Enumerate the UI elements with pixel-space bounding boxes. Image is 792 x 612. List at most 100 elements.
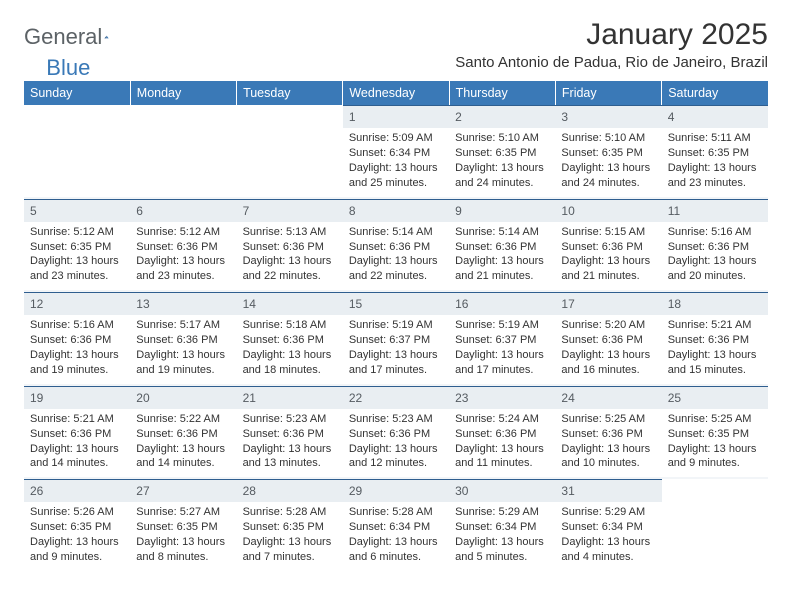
calendar-cell: 10Sunrise: 5:15 AMSunset: 6:36 PMDayligh… xyxy=(555,198,661,292)
weekday-header: Tuesday xyxy=(237,81,343,105)
calendar-cell: 15Sunrise: 5:19 AMSunset: 6:37 PMDayligh… xyxy=(343,291,449,385)
daylight2-text: and 24 minutes. xyxy=(561,176,655,191)
daylight1-text: Daylight: 13 hours xyxy=(349,348,443,363)
calendar-cell: 21Sunrise: 5:23 AMSunset: 6:36 PMDayligh… xyxy=(237,385,343,479)
calendar-cell: 31Sunrise: 5:29 AMSunset: 6:34 PMDayligh… xyxy=(555,478,661,571)
day-number: 25 xyxy=(662,386,768,409)
sunset-text: Sunset: 6:34 PM xyxy=(349,146,443,161)
day-number: 9 xyxy=(449,199,555,222)
daylight1-text: Daylight: 13 hours xyxy=(136,442,230,457)
calendar-cell xyxy=(130,105,236,198)
calendar-cell: 19Sunrise: 5:21 AMSunset: 6:36 PMDayligh… xyxy=(24,385,130,479)
daylight1-text: Daylight: 13 hours xyxy=(349,442,443,457)
day-number: 7 xyxy=(237,199,343,222)
sunset-text: Sunset: 6:35 PM xyxy=(243,520,337,535)
daylight1-text: Daylight: 13 hours xyxy=(455,442,549,457)
day-number: 22 xyxy=(343,386,449,409)
day-number: 18 xyxy=(662,292,768,315)
calendar-week-row: 26Sunrise: 5:26 AMSunset: 6:35 PMDayligh… xyxy=(24,478,768,571)
calendar-cell: 9Sunrise: 5:14 AMSunset: 6:36 PMDaylight… xyxy=(449,198,555,292)
daylight2-text: and 24 minutes. xyxy=(455,176,549,191)
sunset-text: Sunset: 6:36 PM xyxy=(243,427,337,442)
sunrise-text: Sunrise: 5:19 AM xyxy=(455,318,549,333)
sunrise-text: Sunrise: 5:14 AM xyxy=(455,225,549,240)
daylight1-text: Daylight: 13 hours xyxy=(455,161,549,176)
sunrise-text: Sunrise: 5:23 AM xyxy=(243,412,337,427)
daylight1-text: Daylight: 13 hours xyxy=(30,535,124,550)
sunrise-text: Sunrise: 5:16 AM xyxy=(668,225,762,240)
calendar-cell: 17Sunrise: 5:20 AMSunset: 6:36 PMDayligh… xyxy=(555,291,661,385)
sunset-text: Sunset: 6:36 PM xyxy=(136,427,230,442)
sunset-text: Sunset: 6:35 PM xyxy=(136,520,230,535)
day-number: 31 xyxy=(555,479,661,502)
weekday-header: Monday xyxy=(130,81,236,105)
day-number: 10 xyxy=(555,199,661,222)
sunrise-text: Sunrise: 5:26 AM xyxy=(30,505,124,520)
calendar-table: Sunday Monday Tuesday Wednesday Thursday… xyxy=(24,81,768,571)
day-number: 13 xyxy=(130,292,236,315)
daylight2-text: and 25 minutes. xyxy=(349,176,443,191)
daylight1-text: Daylight: 13 hours xyxy=(455,348,549,363)
sunset-text: Sunset: 6:37 PM xyxy=(349,333,443,348)
sunrise-text: Sunrise: 5:21 AM xyxy=(30,412,124,427)
daylight2-text: and 18 minutes. xyxy=(243,363,337,378)
calendar-cell: 23Sunrise: 5:24 AMSunset: 6:36 PMDayligh… xyxy=(449,385,555,479)
calendar-cell: 14Sunrise: 5:18 AMSunset: 6:36 PMDayligh… xyxy=(237,291,343,385)
daylight1-text: Daylight: 13 hours xyxy=(349,161,443,176)
daylight1-text: Daylight: 13 hours xyxy=(243,535,337,550)
daylight2-text: and 6 minutes. xyxy=(349,550,443,565)
sunset-text: Sunset: 6:35 PM xyxy=(561,146,655,161)
header: General January 2025 xyxy=(24,18,768,52)
daylight1-text: Daylight: 13 hours xyxy=(561,348,655,363)
day-number: 29 xyxy=(343,479,449,502)
day-number: 28 xyxy=(237,479,343,502)
sunset-text: Sunset: 6:34 PM xyxy=(349,520,443,535)
brand-logo: General xyxy=(24,18,132,50)
calendar-week-row: 5Sunrise: 5:12 AMSunset: 6:35 PMDaylight… xyxy=(24,198,768,292)
daylight1-text: Daylight: 13 hours xyxy=(561,535,655,550)
calendar-cell: 1Sunrise: 5:09 AMSunset: 6:34 PMDaylight… xyxy=(343,105,449,198)
daylight2-text: and 23 minutes. xyxy=(30,269,124,284)
calendar-cell: 18Sunrise: 5:21 AMSunset: 6:36 PMDayligh… xyxy=(662,291,768,385)
page-title: January 2025 xyxy=(586,18,768,52)
sunset-text: Sunset: 6:36 PM xyxy=(455,427,549,442)
sunrise-text: Sunrise: 5:23 AM xyxy=(349,412,443,427)
daylight1-text: Daylight: 13 hours xyxy=(30,348,124,363)
daylight2-text: and 16 minutes. xyxy=(561,363,655,378)
daylight1-text: Daylight: 13 hours xyxy=(30,442,124,457)
sunset-text: Sunset: 6:36 PM xyxy=(30,333,124,348)
sunrise-text: Sunrise: 5:21 AM xyxy=(668,318,762,333)
sunrise-text: Sunrise: 5:29 AM xyxy=(455,505,549,520)
sunset-text: Sunset: 6:35 PM xyxy=(30,520,124,535)
day-number: 15 xyxy=(343,292,449,315)
day-number: 23 xyxy=(449,386,555,409)
day-number: 16 xyxy=(449,292,555,315)
sunrise-text: Sunrise: 5:27 AM xyxy=(136,505,230,520)
daylight2-text: and 7 minutes. xyxy=(243,550,337,565)
calendar-cell: 13Sunrise: 5:17 AMSunset: 6:36 PMDayligh… xyxy=(130,291,236,385)
sunset-text: Sunset: 6:35 PM xyxy=(668,146,762,161)
daylight2-text: and 20 minutes. xyxy=(668,269,762,284)
calendar-cell: 2Sunrise: 5:10 AMSunset: 6:35 PMDaylight… xyxy=(449,105,555,198)
daylight2-text: and 11 minutes. xyxy=(455,456,549,471)
daylight1-text: Daylight: 13 hours xyxy=(243,442,337,457)
calendar-cell: 4Sunrise: 5:11 AMSunset: 6:35 PMDaylight… xyxy=(662,105,768,198)
daylight1-text: Daylight: 13 hours xyxy=(349,254,443,269)
sunset-text: Sunset: 6:35 PM xyxy=(668,427,762,442)
calendar-cell: 11Sunrise: 5:16 AMSunset: 6:36 PMDayligh… xyxy=(662,198,768,292)
day-number: 11 xyxy=(662,199,768,222)
sunrise-text: Sunrise: 5:28 AM xyxy=(349,505,443,520)
brand-blue: Blue xyxy=(46,55,90,81)
sunrise-text: Sunrise: 5:16 AM xyxy=(30,318,124,333)
calendar-week-row: 19Sunrise: 5:21 AMSunset: 6:36 PMDayligh… xyxy=(24,385,768,479)
sunset-text: Sunset: 6:36 PM xyxy=(668,333,762,348)
sunset-text: Sunset: 6:34 PM xyxy=(455,520,549,535)
sunset-text: Sunset: 6:36 PM xyxy=(349,240,443,255)
day-number: 19 xyxy=(24,386,130,409)
daylight2-text: and 17 minutes. xyxy=(349,363,443,378)
calendar-cell: 24Sunrise: 5:25 AMSunset: 6:36 PMDayligh… xyxy=(555,385,661,479)
weekday-header: Friday xyxy=(555,81,661,105)
calendar-cell: 8Sunrise: 5:14 AMSunset: 6:36 PMDaylight… xyxy=(343,198,449,292)
daylight1-text: Daylight: 13 hours xyxy=(30,254,124,269)
daylight1-text: Daylight: 13 hours xyxy=(455,535,549,550)
